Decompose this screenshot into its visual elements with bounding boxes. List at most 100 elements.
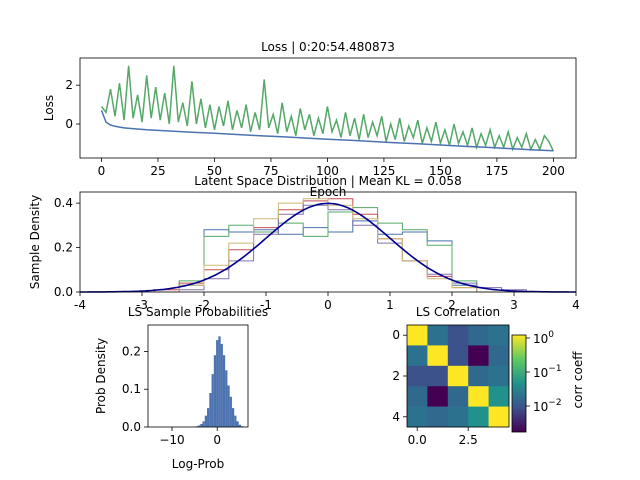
loss-y-tick-label: 0 [65, 117, 73, 131]
logprob-bar [231, 408, 235, 427]
corr-cell [468, 325, 489, 346]
logprob-bar [216, 340, 219, 427]
corr-cell [468, 365, 489, 387]
corr-y-tick-label: 4 [392, 410, 400, 424]
logprob-bar [234, 415, 237, 427]
corr-cell [407, 345, 428, 367]
loss-x-tick-label: 150 [429, 164, 452, 178]
latent-x-ticks: -4 -3 -2 -1 0 1 2 3 4 [74, 292, 580, 312]
corr-cell [427, 345, 449, 367]
loss-y-axis-label: Loss [42, 95, 56, 121]
loss-x-tick-label: 100 [316, 164, 339, 178]
corr-cell [488, 345, 510, 367]
latent-x-tick-label: 0 [324, 298, 332, 312]
corr-cell [468, 345, 489, 367]
logprob-bar [204, 415, 208, 427]
corr-cell [427, 406, 449, 428]
latent-panel: -4 -3 -2 -1 0 1 2 3 4 0.0 0.2 0.4 Latent Space Dis… [28, 174, 580, 312]
corr-colorbar-label: corr coeff [571, 351, 585, 409]
logprob-bar [236, 421, 239, 427]
corr-title: LS Correlation [416, 305, 500, 319]
logprob-bar [207, 408, 210, 427]
corr-cell [427, 325, 449, 346]
logprob-x-tick-label: 0 [213, 433, 221, 447]
logprob-y-tick-label: 0.0 [122, 420, 141, 434]
logprob-bar [229, 396, 232, 427]
loss-x-tick-label: 175 [485, 164, 508, 178]
latent-y-tick-label: 0.2 [54, 241, 73, 255]
latent-y-tick-label: 0.4 [54, 196, 73, 210]
loss-plot-area [100, 65, 555, 152]
corr-cell [447, 406, 469, 428]
corr-cell [447, 365, 469, 387]
logprob-bar [227, 385, 230, 427]
corr-cell [427, 386, 449, 407]
loss-series-line-0 [100, 65, 555, 152]
corr-y-tick-label: 0 [392, 328, 400, 342]
logprob-axes-frame [147, 324, 249, 428]
corr-cell [447, 325, 469, 346]
latent-x-tick-label: -1 [260, 298, 272, 312]
loss-y-ticks: 02 [65, 78, 80, 131]
loss-x-tick-label: 50 [207, 164, 222, 178]
loss-title: Loss | 0:20:54.480873 [261, 40, 395, 54]
corr-cell [407, 386, 428, 407]
corr-colorbar: 100 10−1 10−2 [511, 330, 562, 433]
corr-cell [427, 365, 449, 387]
logprob-x-axis-label: Log-Prob [172, 457, 224, 471]
logprob-bar [213, 355, 217, 427]
loss-x-tick-label: 125 [372, 164, 395, 178]
logprob-panel: −10 0 0.0 0.1 0.2 LS Sample Probabilities L… [94, 305, 268, 471]
corr-cell [488, 406, 510, 428]
corr-cell [488, 325, 510, 346]
corr-x-tick-label: 2.5 [459, 433, 478, 447]
logprob-bar [198, 425, 201, 427]
latent-x-tick-label: 4 [572, 298, 580, 312]
corr-colorbar-tick-label: 100 [533, 330, 554, 346]
logprob-bar [218, 336, 221, 427]
loss-x-tick-label: 75 [263, 164, 278, 178]
logprob-x-ticks: −10 0 [159, 427, 221, 447]
logprob-y-tick-label: 0.2 [122, 344, 141, 358]
loss-x-tick-label: 200 [542, 164, 565, 178]
corr-y-ticks: 0 2 4 [392, 328, 407, 424]
logprob-bar [211, 374, 214, 427]
latent-x-tick-label: 2 [448, 298, 456, 312]
corr-cell [488, 386, 510, 407]
latent-histogram-4 [154, 198, 502, 293]
loss-x-ticks: 0 25 50 75 100 125 150 175 200 [98, 158, 565, 178]
corr-cell [488, 365, 510, 387]
logprob-y-ticks: 0.0 0.1 0.2 [122, 344, 148, 434]
logprob-y-tick-label: 0.1 [122, 382, 141, 396]
latent-reference-normal-curve [80, 202, 576, 293]
latent-y-axis-label: Sample Density [28, 195, 42, 289]
latent-x-tick-label: -3 [136, 298, 148, 312]
corr-colorbar-tick-label: 10−2 [533, 398, 562, 414]
logprob-title: LS Sample Probabilities [128, 305, 268, 319]
corr-cell [447, 386, 469, 407]
latent-x-tick-label: 1 [386, 298, 394, 312]
logprob-bar [238, 424, 241, 427]
latent-x-tick-label: -4 [74, 298, 86, 312]
logprob-bar [225, 370, 228, 427]
latent-y-ticks: 0.0 0.2 0.4 [54, 196, 80, 299]
logprob-bar [209, 393, 212, 427]
latent-plot-area [80, 198, 576, 293]
latent-y-tick-label: 0.0 [54, 285, 73, 299]
corr-colorbar-bar [511, 334, 527, 433]
latent-title: Latent Space Distribution | Mean KL = 0.… [194, 174, 461, 188]
latent-histogram-1 [154, 207, 502, 293]
corr-cell [468, 386, 489, 407]
corr-panel: 0.0 2.5 0 2 4 LS Correlation 100 10−1 10−2 co… [392, 305, 585, 447]
latent-x-tick-label: -2 [198, 298, 210, 312]
logprob-bar [200, 423, 203, 427]
loss-axes-frame [79, 57, 577, 159]
loss-series-line-1 [100, 110, 554, 152]
loss-x-tick-label: 0 [98, 164, 106, 178]
logprob-y-axis-label: Prob Density [94, 338, 108, 414]
corr-colorbar-tick-label: 10−1 [533, 364, 562, 380]
corr-cell [407, 325, 428, 346]
corr-heatmap [407, 325, 510, 428]
corr-cell [468, 406, 489, 428]
